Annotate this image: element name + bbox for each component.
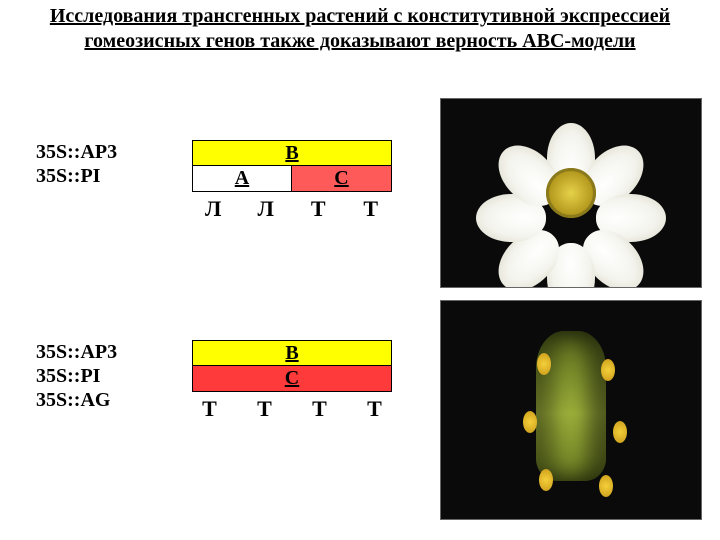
whorl-1-3: Т [292, 196, 345, 222]
cell-c-1: C [292, 166, 391, 191]
cell-c-2: C [193, 366, 391, 391]
label2-35s-pi: 35S::PI [36, 364, 117, 388]
whorl-2-2: Т [237, 396, 292, 422]
flower-photo-2 [440, 300, 702, 520]
cell-b-2: B [193, 341, 391, 365]
label-35s-pi: 35S::PI [36, 164, 117, 188]
row-c-2: C [192, 366, 392, 392]
abc-diagram-1: B A C Л Л Т Т [192, 140, 392, 222]
row-ac-1: A C [192, 166, 392, 192]
row-b-1: B [192, 140, 392, 166]
genotype-labels-1: 35S::AP3 35S::PI [36, 140, 117, 188]
whorls-2: Т Т Т Т [182, 396, 402, 422]
page-title: Исследования трансгенных растений с конс… [0, 0, 720, 62]
genotype-labels-2: 35S::AP3 35S::PI 35S::AG [36, 340, 117, 412]
flower-photo-1 [440, 98, 702, 288]
whorls-1: Л Л Т Т [187, 196, 397, 222]
whorl-1-2: Л [240, 196, 293, 222]
whorl-2-1: Т [182, 396, 237, 422]
whorl-2-3: Т [292, 396, 347, 422]
row-b-2: B [192, 340, 392, 366]
cell-b-1: B [193, 141, 391, 165]
flower-illustration [501, 123, 641, 263]
label2-35s-ag: 35S::AG [36, 388, 117, 412]
whorl-1-4: Т [345, 196, 398, 222]
label-35s-ap3: 35S::AP3 [36, 140, 117, 164]
cell-a-1: A [193, 166, 292, 191]
abc-diagram-2: B C Т Т Т Т [192, 340, 392, 422]
whorl-1-1: Л [187, 196, 240, 222]
label2-35s-ap3: 35S::AP3 [36, 340, 117, 364]
whorl-2-4: Т [347, 396, 402, 422]
